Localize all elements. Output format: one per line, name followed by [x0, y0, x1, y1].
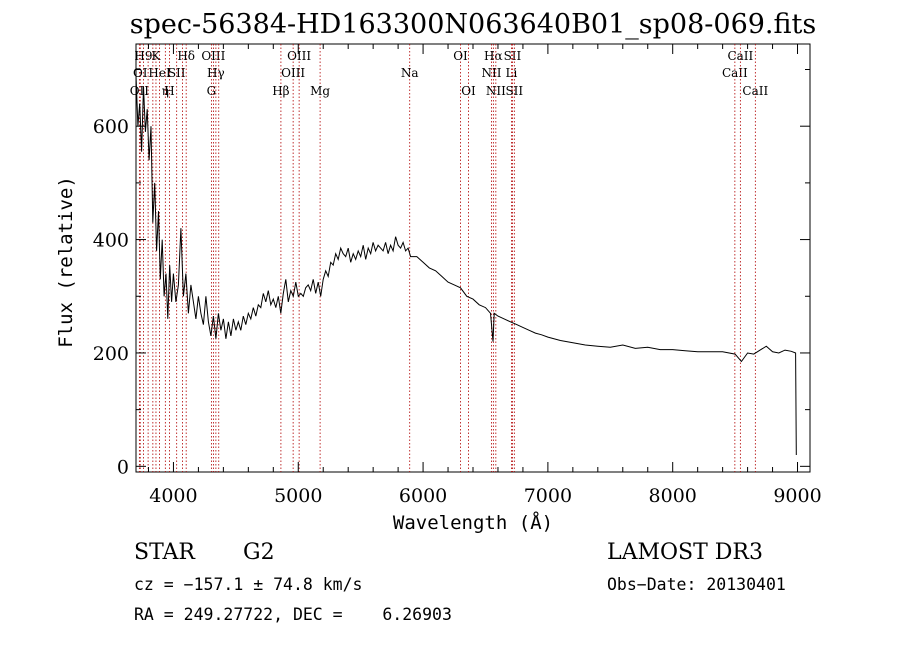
- x-tick-label-1: 5000: [274, 485, 322, 507]
- spectral-line-label-13: OIII: [201, 49, 225, 63]
- chart-title: spec-56384-HD163300N063640B01_sp08-069.f…: [130, 9, 816, 40]
- spectral-line-label-5: K: [151, 49, 161, 63]
- y-tick-label-1: 200: [93, 343, 129, 365]
- spectral-line-label-17: OIII: [281, 66, 305, 80]
- spectral-line-label-25: NII: [486, 84, 506, 98]
- spectral-line-label-9: SII: [168, 66, 186, 80]
- spectral-line-label-26: Li: [506, 66, 518, 80]
- x-tick-label-3: 7000: [524, 485, 572, 507]
- spectral-line-label-16: Hβ: [272, 84, 289, 98]
- spectral-line-markers: OIIOIH9KHeIηHSIIHδGOIIIHγHβOIIIOIIIMgNaO…: [130, 44, 768, 472]
- spectral-line-label-24: Hα: [484, 49, 503, 63]
- spectral-line-label-11: Hδ: [177, 49, 195, 63]
- spectral-line-label-30: CaII: [727, 49, 753, 63]
- spectral-line-label-0: OII: [130, 84, 150, 98]
- spectral-line-label-27: SII: [504, 49, 522, 63]
- y-tick-label-2: 400: [93, 230, 129, 252]
- x-tick-label-5: 9000: [773, 485, 821, 507]
- spectral-line-label-21: OI: [453, 49, 468, 63]
- x-tick-label-0: 4000: [149, 485, 197, 507]
- spectral-line-label-28: SII: [505, 84, 523, 98]
- x-tick-label-4: 8000: [649, 485, 697, 507]
- spectral-line-label-22: OI: [461, 84, 476, 98]
- coordinates: RA = 249.27722, DEC = 6.26903: [134, 605, 452, 624]
- spectral-line-label-2: H9: [134, 49, 152, 63]
- spectrum-series: [135, 75, 797, 456]
- spectral-line-label-29: CaII: [722, 66, 748, 80]
- survey-name: LAMOST DR3: [607, 540, 763, 565]
- spectral-line-label-19: Mg: [310, 84, 330, 98]
- spectral-line-label-8: H: [164, 84, 174, 98]
- spectral-line-label-18: OIII: [287, 49, 311, 63]
- object-class: STAR: [134, 540, 196, 565]
- y-tick-label-3: 600: [93, 116, 129, 138]
- redshift-velocity: cz = −157.1 ± 74.8 km/s: [134, 575, 362, 594]
- spectral-line-label-23: NII: [481, 66, 501, 80]
- x-axis-label: Wavelength (Å): [393, 511, 553, 534]
- spectral-subclass: G2: [243, 540, 275, 565]
- y-axis-label: Flux (relative): [55, 176, 77, 348]
- x-tick-label-2: 6000: [399, 485, 447, 507]
- spectral-line-label-7: η: [162, 84, 169, 98]
- spectral-line-label-14: Hγ: [207, 66, 225, 80]
- spectral-line-label-20: Na: [401, 66, 419, 80]
- axis-ticks: 4000 5000 6000 7000 8000 9000 0 200 400 600: [93, 44, 822, 507]
- observation-date: Obs−Date: 20130401: [607, 575, 786, 594]
- spectral-line-label-31: CaII: [742, 84, 768, 98]
- spectral-line-label-12: G: [207, 84, 217, 98]
- y-tick-label-0: 0: [117, 456, 129, 478]
- spectral-line-label-1: OI: [133, 66, 148, 80]
- plot-frame: [135, 43, 811, 473]
